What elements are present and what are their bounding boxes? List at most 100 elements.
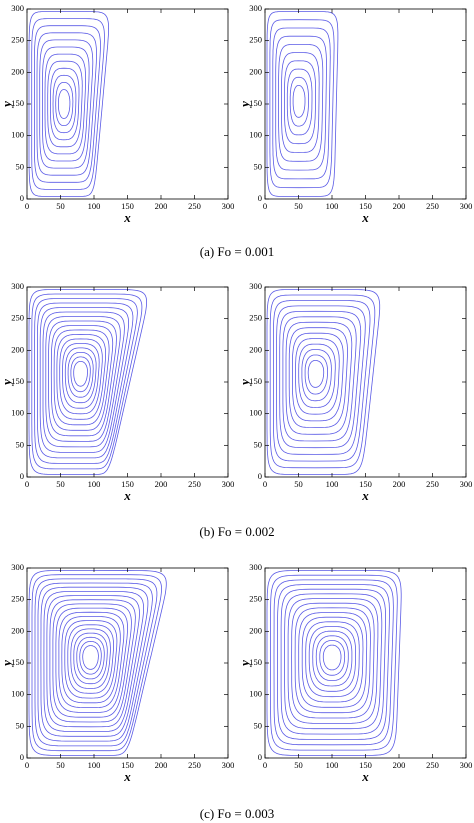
streamline	[280, 588, 386, 735]
y-tick-label: 150	[249, 657, 262, 667]
x-tick-label: 50	[294, 479, 303, 489]
y-tick-label: 250	[11, 35, 24, 45]
x-tick-label: 0	[25, 760, 29, 770]
streamline	[295, 338, 340, 415]
streamline	[67, 624, 114, 694]
streamline	[298, 343, 336, 408]
y-tick-label: 100	[249, 408, 262, 418]
streamline	[70, 628, 111, 689]
x-tick-label: 50	[56, 760, 65, 770]
streamline	[70, 356, 91, 393]
x-tick-label: 150	[359, 760, 372, 770]
x-tick-label: 250	[426, 760, 439, 770]
x-tick-label: 100	[326, 201, 339, 211]
streamline	[273, 579, 394, 746]
y-tick-label: 200	[11, 66, 24, 76]
streamline	[45, 316, 121, 442]
x-tick-label: 50	[294, 201, 303, 211]
y-tick-label: 0	[20, 471, 24, 481]
y-tick-label: 250	[249, 594, 262, 604]
streamline	[37, 302, 134, 459]
streamline	[64, 620, 118, 699]
streamline	[50, 325, 114, 431]
y-tick-label: 0	[258, 471, 262, 481]
x-axis-label: x	[361, 488, 369, 503]
streamline	[58, 89, 71, 119]
streamline	[285, 321, 353, 435]
streamline	[279, 310, 362, 449]
streamline	[266, 11, 339, 197]
streamline	[37, 582, 153, 742]
x-tick-label: 250	[426, 479, 439, 489]
y-axis-label: y	[0, 379, 14, 387]
y-tick-label: 300	[249, 562, 262, 572]
streamline	[52, 74, 77, 134]
y-tick-label: 250	[249, 313, 262, 323]
y-axis-label: y	[0, 660, 14, 668]
y-tick-label: 100	[249, 130, 262, 140]
y-axis-label: y	[237, 101, 252, 109]
x-tick-label: 250	[426, 201, 439, 211]
y-tick-label: 0	[258, 752, 262, 762]
x-tick-label: 0	[25, 479, 29, 489]
streamline	[52, 603, 132, 718]
y-tick-label: 50	[16, 161, 25, 171]
streamline	[276, 305, 366, 455]
y-tick-label: 200	[249, 66, 262, 76]
streamline	[55, 82, 74, 126]
y-tick-label: 150	[11, 376, 24, 386]
x-tick-label: 200	[155, 760, 168, 770]
x-tick-label: 50	[56, 479, 65, 489]
streamline	[42, 46, 90, 162]
x-tick-label: 50	[294, 760, 303, 770]
streamline	[73, 361, 88, 387]
streamline	[288, 327, 348, 429]
x-tick-label: 200	[155, 479, 168, 489]
x-tick-label: 250	[188, 760, 201, 770]
streamline	[73, 632, 108, 685]
streamline	[298, 612, 368, 708]
streamline	[282, 316, 357, 442]
streamline	[307, 360, 325, 388]
x-axis-label: x	[361, 769, 369, 784]
streamline	[36, 32, 97, 176]
x-tick-label: 50	[56, 201, 65, 211]
x-tick-label: 150	[121, 760, 134, 770]
streamline	[291, 602, 375, 719]
streamline	[270, 574, 398, 751]
y-tick-label: 250	[11, 313, 24, 323]
y-tick-label: 150	[249, 376, 262, 386]
y-axis-label: y	[237, 379, 252, 387]
x-tick-label: 200	[393, 201, 406, 211]
y-tick-label: 150	[249, 98, 262, 108]
streamline	[277, 584, 390, 740]
y-tick-label: 200	[249, 344, 262, 354]
streamline	[273, 299, 371, 462]
streamline	[82, 645, 99, 670]
plot-frame	[264, 286, 467, 478]
x-tick-label: 0	[263, 760, 267, 770]
streamline	[278, 44, 324, 162]
y-tick-label: 50	[16, 720, 25, 730]
x-tick-label: 0	[25, 201, 29, 211]
streamline	[50, 67, 80, 141]
streamline	[28, 11, 109, 197]
streamline	[56, 333, 106, 420]
y-tick-label: 0	[20, 752, 24, 762]
streamline	[59, 338, 103, 415]
streamline	[49, 599, 136, 723]
y-tick-label: 50	[254, 720, 263, 730]
streamline	[284, 60, 316, 145]
streamline	[76, 636, 105, 680]
x-tick-label: 200	[393, 479, 406, 489]
streamline	[272, 27, 331, 180]
x-tick-label: 100	[88, 760, 101, 770]
y-tick-label: 100	[11, 689, 24, 699]
y-tick-label: 150	[11, 98, 24, 108]
x-axis-label: x	[123, 488, 131, 503]
y-tick-label: 300	[11, 562, 24, 572]
y-tick-label: 300	[249, 3, 262, 13]
streamline	[281, 52, 320, 153]
streamline	[46, 595, 140, 728]
streamline	[292, 332, 344, 422]
